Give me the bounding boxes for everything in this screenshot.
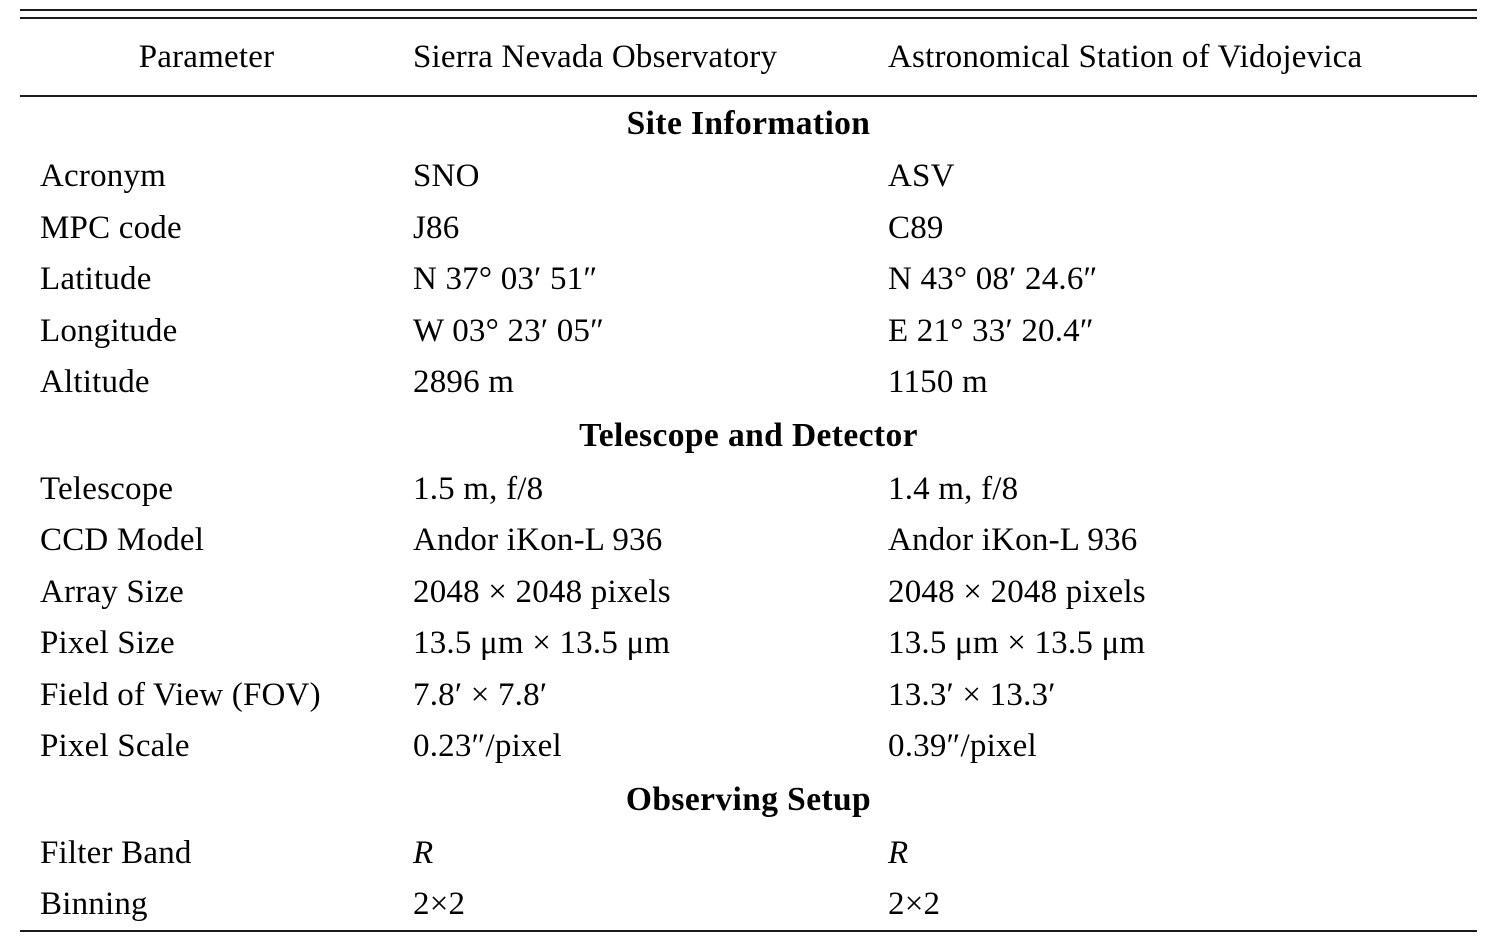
table-row: Pixel Scale 0.23″/pixel 0.39″/pixel [20,721,1477,773]
sno-value-cell: 2048 × 2048 pixels [413,573,671,610]
section-title: Telescope and Detector [579,417,918,454]
parameter-cell: CCD Model [40,522,205,559]
parameter-cell: Telescope [40,470,174,507]
sno-value-cell: J86 [413,209,460,246]
parameters-table: Parameter Sierra Nevada Observatory Astr… [20,19,1477,932]
table-row: CCD Model Andor iKon-L 936 Andor iKon-L 93… [20,515,1477,567]
asv-value-cell: 1150 m [888,364,988,401]
asv-value-cell: 2×2 [888,885,941,922]
parameter-cell: Binning [40,885,148,922]
table-body: Site Information Acronym SNO ASV MPC code J86… [20,96,1477,931]
parameter-cell: Pixel Size [40,625,175,662]
column-header-asv: Astronomical Station of Vidojevica [868,19,1477,97]
asv-value-cell: ASV [888,158,955,195]
section-title: Site Information [626,105,871,142]
parameter-cell: Array Size [40,573,185,610]
parameter-cell: Longitude [40,312,178,349]
asv-value-cell: C89 [888,209,944,246]
parameter-cell: Acronym [40,158,167,195]
table-row: Binning 2×2 2×2 [20,879,1477,931]
table-row: MPC code J86 C89 [20,203,1477,255]
sno-value-cell: R [413,834,434,871]
sno-value-cell: 2896 m [413,364,515,401]
asv-value-cell: R [888,834,909,871]
asv-value-cell: E 21° 33′ 20.4″ [888,312,1094,349]
table-row: Longitude W 03° 23′ 05″ E 21° 33′ 20.4″ [20,306,1477,358]
column-header-parameter: Parameter [20,19,393,97]
table-header: Parameter Sierra Nevada Observatory Astr… [20,19,1477,97]
parameter-cell: Altitude [40,364,150,401]
parameter-cell: Field of View (FOV) [40,676,321,713]
parameter-cell: MPC code [40,209,182,246]
header-row: Parameter Sierra Nevada Observatory Astr… [20,19,1477,97]
asv-value-cell: Andor iKon-L 936 [888,522,1138,559]
column-header-sno: Sierra Nevada Observatory [393,19,868,97]
asv-value-cell: N 43° 08′ 24.6″ [888,261,1098,298]
observatory-comparison-table: Parameter Sierra Nevada Observatory Astr… [20,9,1477,932]
table-row: Altitude 2896 m 1150 m [20,357,1477,409]
table-row: Telescope 1.5 m, f/8 1.4 m, f/8 [20,464,1477,516]
parameter-cell: Pixel Scale [40,728,190,765]
asv-value-cell: 0.39″/pixel [888,728,1037,765]
sno-value-cell: 7.8′ × 7.8′ [413,676,548,713]
table-row: Pixel Size 13.5 μm × 13.5 μm 13.5 μm × 13.… [20,618,1477,670]
asv-value-cell: 2048 × 2048 pixels [888,573,1146,610]
table-row: Latitude N 37° 03′ 51″ N 43° 08′ 24.6″ [20,254,1477,306]
sno-value-cell: SNO [413,158,480,195]
table-row: Filter Band R R [20,828,1477,880]
sno-value-cell: 13.5 μm × 13.5 μm [413,625,671,662]
sno-value-cell: 0.23″/pixel [413,728,562,765]
section-header-row: Site Information [20,96,1477,151]
parameter-cell: Latitude [40,261,152,298]
sno-value-cell: Andor iKon-L 936 [413,522,663,559]
asv-value-cell: 13.5 μm × 13.5 μm [888,625,1146,662]
table-row: Acronym SNO ASV [20,151,1477,203]
parameter-cell: Filter Band [40,834,192,871]
sno-value-cell: N 37° 03′ 51″ [413,261,598,298]
sno-value-cell: W 03° 23′ 05″ [413,312,605,349]
table-row: Array Size 2048 × 2048 pixels 2048 × 2048 … [20,567,1477,619]
section-header-row: Observing Setup [20,773,1477,828]
sno-value-cell: 2×2 [413,885,466,922]
asv-value-cell: 1.4 m, f/8 [888,470,1019,507]
sno-value-cell: 1.5 m, f/8 [413,470,544,507]
top-double-rule [20,9,1477,19]
table-row: Field of View (FOV) 7.8′ × 7.8′ 13.3′ × 13… [20,670,1477,722]
asv-value-cell: 13.3′ × 13.3′ [888,676,1056,713]
section-title: Observing Setup [625,781,872,818]
section-header-row: Telescope and Detector [20,409,1477,464]
